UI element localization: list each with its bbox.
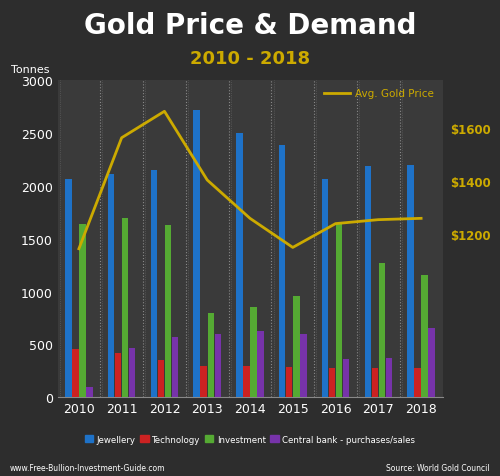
Bar <box>108 175 114 397</box>
Bar <box>414 368 421 397</box>
Bar <box>150 170 157 397</box>
Bar <box>250 308 256 397</box>
Text: Gold Price & Demand: Gold Price & Demand <box>84 12 416 40</box>
Bar <box>300 334 306 397</box>
Bar <box>286 367 292 397</box>
Text: www.Free-Bullion-Investment-Guide.com: www.Free-Bullion-Investment-Guide.com <box>10 463 166 472</box>
Legend: Avg. Gold Price: Avg. Gold Price <box>321 86 438 102</box>
Bar <box>279 145 285 397</box>
Bar <box>236 134 242 397</box>
Text: $1600: $1600 <box>450 124 491 137</box>
Bar <box>336 224 342 397</box>
Bar <box>86 387 92 397</box>
Bar <box>79 224 86 397</box>
Bar <box>65 180 71 397</box>
Bar <box>408 165 414 397</box>
Text: $1200: $1200 <box>450 229 491 242</box>
Bar <box>194 110 200 397</box>
Bar <box>258 331 264 397</box>
Bar <box>372 368 378 397</box>
Bar <box>72 349 78 397</box>
Bar <box>122 218 128 397</box>
Text: 2010 - 2018: 2010 - 2018 <box>190 50 310 68</box>
Legend: Jewellery, Technology, Investment, Central bank - purchases/sales: Jewellery, Technology, Investment, Centr… <box>83 433 417 446</box>
Bar <box>129 348 136 397</box>
Bar <box>208 313 214 397</box>
Bar <box>244 367 250 397</box>
Text: Tonnes: Tonnes <box>12 65 50 75</box>
Bar <box>293 296 300 397</box>
Bar <box>165 226 171 397</box>
Bar <box>115 353 121 397</box>
Bar <box>422 275 428 397</box>
Bar <box>364 167 371 397</box>
Bar <box>172 337 178 397</box>
Bar <box>378 263 385 397</box>
Bar <box>386 358 392 397</box>
Bar <box>428 328 435 397</box>
Text: $1400: $1400 <box>450 177 491 190</box>
Bar <box>214 334 221 397</box>
Text: Source: World Gold Council: Source: World Gold Council <box>386 463 490 472</box>
Bar <box>322 180 328 397</box>
Bar <box>343 359 349 397</box>
Bar <box>200 366 207 397</box>
Bar <box>329 368 335 397</box>
Bar <box>158 360 164 397</box>
